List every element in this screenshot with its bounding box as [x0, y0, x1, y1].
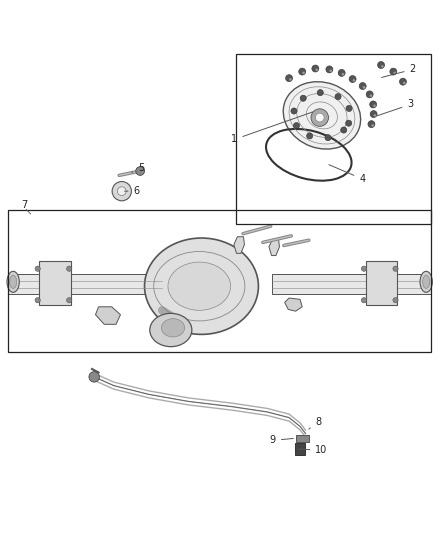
Ellipse shape — [7, 271, 19, 292]
Text: 8: 8 — [309, 417, 321, 429]
Polygon shape — [269, 239, 279, 255]
Ellipse shape — [168, 262, 231, 310]
Circle shape — [399, 78, 406, 85]
Circle shape — [329, 69, 332, 72]
Circle shape — [346, 106, 352, 111]
Circle shape — [335, 93, 341, 100]
Circle shape — [370, 110, 377, 118]
Bar — [366, 261, 397, 304]
Circle shape — [338, 69, 345, 76]
Circle shape — [374, 114, 376, 117]
Circle shape — [346, 120, 352, 126]
Text: 5: 5 — [132, 163, 144, 173]
Circle shape — [363, 86, 365, 88]
Text: 9: 9 — [270, 435, 293, 446]
Circle shape — [315, 113, 324, 122]
Circle shape — [67, 297, 72, 303]
Bar — [39, 261, 71, 304]
Circle shape — [325, 135, 331, 141]
Circle shape — [293, 123, 300, 128]
Circle shape — [390, 68, 397, 75]
Circle shape — [342, 73, 344, 76]
Circle shape — [312, 65, 319, 72]
Circle shape — [370, 94, 372, 97]
Circle shape — [366, 91, 373, 98]
Ellipse shape — [145, 238, 258, 334]
Circle shape — [311, 109, 328, 126]
Circle shape — [373, 104, 376, 107]
Bar — [236, 54, 431, 223]
Circle shape — [359, 83, 366, 90]
Circle shape — [326, 66, 333, 73]
Bar — [8, 209, 431, 352]
Circle shape — [291, 108, 297, 114]
Polygon shape — [285, 298, 302, 311]
Circle shape — [289, 78, 292, 81]
Text: 3: 3 — [377, 100, 413, 116]
Circle shape — [378, 61, 385, 69]
Circle shape — [35, 297, 40, 303]
Circle shape — [361, 297, 367, 303]
Ellipse shape — [150, 313, 192, 346]
Circle shape — [403, 82, 406, 84]
Circle shape — [349, 76, 356, 83]
Ellipse shape — [10, 275, 17, 288]
Text: 4: 4 — [329, 165, 365, 184]
Circle shape — [307, 133, 313, 139]
Circle shape — [315, 69, 318, 71]
Polygon shape — [95, 307, 120, 324]
Circle shape — [117, 187, 126, 196]
Circle shape — [368, 120, 375, 128]
Circle shape — [393, 71, 396, 74]
Circle shape — [286, 75, 293, 82]
Circle shape — [361, 266, 367, 271]
Circle shape — [67, 266, 72, 271]
Circle shape — [136, 167, 145, 175]
Circle shape — [353, 79, 355, 82]
Ellipse shape — [420, 271, 432, 292]
Circle shape — [317, 90, 323, 96]
Ellipse shape — [423, 275, 430, 288]
Circle shape — [300, 95, 306, 101]
Ellipse shape — [283, 82, 360, 149]
Circle shape — [370, 101, 377, 108]
Circle shape — [299, 68, 306, 75]
Text: 1: 1 — [231, 112, 313, 144]
Bar — [295, 442, 305, 455]
Polygon shape — [234, 237, 244, 253]
Circle shape — [371, 124, 374, 127]
Circle shape — [89, 372, 99, 382]
Circle shape — [341, 127, 347, 133]
Text: 10: 10 — [298, 446, 328, 456]
Circle shape — [302, 71, 305, 74]
Circle shape — [393, 297, 398, 303]
Circle shape — [35, 266, 40, 271]
Circle shape — [393, 266, 398, 271]
Circle shape — [381, 65, 384, 68]
Text: 7: 7 — [21, 200, 27, 210]
Ellipse shape — [162, 319, 184, 337]
Circle shape — [112, 182, 131, 201]
Bar — [296, 435, 309, 442]
Text: 6: 6 — [124, 186, 140, 196]
Text: 2: 2 — [381, 64, 416, 77]
